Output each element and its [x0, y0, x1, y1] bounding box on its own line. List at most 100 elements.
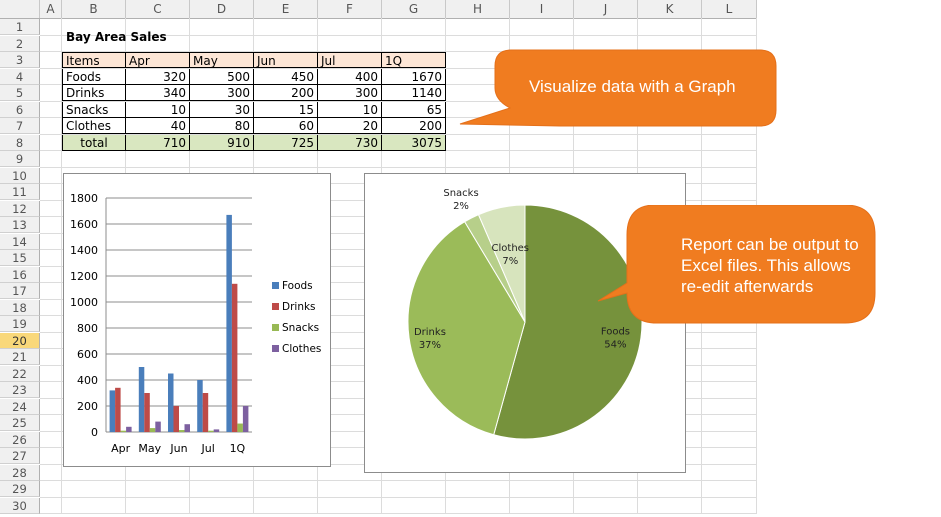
- table-value-cell[interactable]: 400: [318, 68, 382, 85]
- column-header-h[interactable]: H: [446, 0, 510, 18]
- row-header-5[interactable]: 5: [0, 85, 40, 101]
- table-total-label[interactable]: total: [62, 134, 126, 151]
- table-header-cell[interactable]: May: [190, 52, 254, 68]
- row-header-8[interactable]: 8: [0, 134, 40, 151]
- bar-ytick-label: 1200: [70, 270, 98, 283]
- table-value-cell[interactable]: 80: [190, 118, 254, 134]
- table-value-cell[interactable]: 1670: [382, 68, 446, 85]
- table-item-cell[interactable]: Foods: [62, 68, 126, 85]
- bar-clothes-jun: [184, 424, 190, 432]
- row-header-27[interactable]: 27: [0, 448, 40, 464]
- table-value-cell[interactable]: 500: [190, 68, 254, 85]
- table-header-cell[interactable]: 1Q: [382, 52, 446, 68]
- row-header-25[interactable]: 25: [0, 415, 40, 431]
- bar-drinks-jul: [202, 393, 209, 432]
- table-total-cell[interactable]: 3075: [382, 134, 446, 151]
- row-header-3[interactable]: 3: [0, 52, 40, 68]
- table-item-cell[interactable]: Clothes: [62, 118, 126, 134]
- grid-row-line: [40, 480, 757, 481]
- table-total-cell[interactable]: 725: [254, 134, 318, 151]
- row-header-16[interactable]: 16: [0, 266, 40, 283]
- row-header-17[interactable]: 17: [0, 283, 40, 299]
- row-header-29[interactable]: 29: [0, 481, 40, 497]
- column-header-g[interactable]: G: [382, 0, 446, 18]
- table-value-cell[interactable]: 300: [318, 85, 382, 101]
- bar-chart[interactable]: 0 200 400 600 800 1000 1200 1400 1600 1800 Apr May J…: [63, 173, 331, 467]
- bar-ytick-label: 1000: [70, 296, 98, 309]
- table-value-cell[interactable]: 15: [254, 101, 318, 118]
- table-header-cell[interactable]: Apr: [126, 52, 190, 68]
- row-header-1[interactable]: 1: [0, 19, 40, 35]
- bar-foods-may: [138, 367, 145, 432]
- column-header-l[interactable]: L: [702, 0, 757, 18]
- table-item-cell[interactable]: Drinks: [62, 85, 126, 101]
- pie-chart-svg: Foods 54% Drinks 37% Snacks 2% Clothes 7%: [407, 188, 643, 440]
- row-header-11[interactable]: 11: [0, 184, 40, 200]
- bar-ytick-label: 800: [77, 322, 98, 335]
- row-header-30[interactable]: 30: [0, 497, 40, 514]
- column-header-a[interactable]: A: [40, 0, 62, 18]
- table-value-cell[interactable]: 10: [318, 101, 382, 118]
- table-value-cell[interactable]: 320: [126, 68, 190, 85]
- column-header-e[interactable]: E: [254, 0, 318, 18]
- table-value-cell[interactable]: 60: [254, 118, 318, 134]
- row-header-19[interactable]: 19: [0, 316, 40, 332]
- row-header-22[interactable]: 22: [0, 365, 40, 382]
- table-value-cell[interactable]: 30: [190, 101, 254, 118]
- row-header-13[interactable]: 13: [0, 217, 40, 233]
- row-header-15[interactable]: 15: [0, 250, 40, 266]
- column-header-d[interactable]: D: [190, 0, 254, 18]
- pie-slice-clothes: [477, 204, 526, 323]
- column-header-i[interactable]: I: [510, 0, 574, 18]
- row-header-26[interactable]: 26: [0, 431, 40, 448]
- column-header-c[interactable]: C: [126, 0, 190, 18]
- table-value-cell[interactable]: 40: [126, 118, 190, 134]
- table-total-cell[interactable]: 710: [126, 134, 190, 151]
- table-header-cell[interactable]: Jun: [254, 52, 318, 68]
- table-value-cell[interactable]: 200: [382, 118, 446, 134]
- row-header-23[interactable]: 23: [0, 382, 40, 398]
- row-header-2[interactable]: 2: [0, 35, 40, 52]
- table-value-cell[interactable]: 1140: [382, 85, 446, 101]
- table-header-cell[interactable]: Items: [62, 52, 126, 68]
- pie-percent-drinks: 37%: [419, 340, 441, 351]
- bar-ytick-label: 400: [77, 374, 98, 387]
- table-value-cell[interactable]: 450: [254, 68, 318, 85]
- grid-row-line: [40, 34, 757, 36]
- table-value-cell[interactable]: 300: [190, 85, 254, 101]
- table-item-cell[interactable]: Snacks: [62, 101, 126, 118]
- column-header-j[interactable]: J: [574, 0, 638, 18]
- table-header-cell[interactable]: Jul: [318, 52, 382, 68]
- row-header-7[interactable]: 7: [0, 118, 40, 134]
- row-header-4[interactable]: 4: [0, 68, 40, 85]
- row-header-12[interactable]: 12: [0, 200, 40, 217]
- table-value-cell[interactable]: 340: [126, 85, 190, 101]
- row-header-20[interactable]: 20: [0, 332, 40, 349]
- table-value-cell[interactable]: 10: [126, 101, 190, 118]
- row-header-14[interactable]: 14: [0, 233, 40, 250]
- table-value-cell[interactable]: 200: [254, 85, 318, 101]
- grid-row-line: [40, 496, 757, 498]
- row-header-28[interactable]: 28: [0, 464, 40, 481]
- table-value-cell[interactable]: 20: [318, 118, 382, 134]
- row-header-10[interactable]: 10: [0, 167, 40, 184]
- select-all-corner[interactable]: [0, 0, 40, 18]
- table-total-cell[interactable]: 910: [190, 134, 254, 151]
- row-header-24[interactable]: 24: [0, 398, 40, 415]
- legend-label-drinks: Drinks: [282, 301, 316, 313]
- row-header-18[interactable]: 18: [0, 299, 40, 316]
- graph-callout-bubble: [459, 49, 777, 127]
- row-header-6[interactable]: 6: [0, 101, 40, 118]
- column-header-f[interactable]: F: [318, 0, 382, 18]
- pie-chart[interactable]: Foods 54% Drinks 37% Snacks 2% Clothes 7%: [364, 173, 686, 473]
- pie-percent-clothes: 7%: [502, 256, 518, 267]
- row-header-9[interactable]: 9: [0, 151, 40, 167]
- row-header-21[interactable]: 21: [0, 349, 40, 365]
- column-header-k[interactable]: K: [638, 0, 702, 18]
- table-total-cell[interactable]: 730: [318, 134, 382, 151]
- grid-row-line: [40, 150, 757, 151]
- pie-label-snacks: Snacks: [443, 188, 478, 199]
- table-value-cell[interactable]: 65: [382, 101, 446, 118]
- column-header-b[interactable]: B: [62, 0, 126, 18]
- bar-drinks-1q: [231, 283, 238, 432]
